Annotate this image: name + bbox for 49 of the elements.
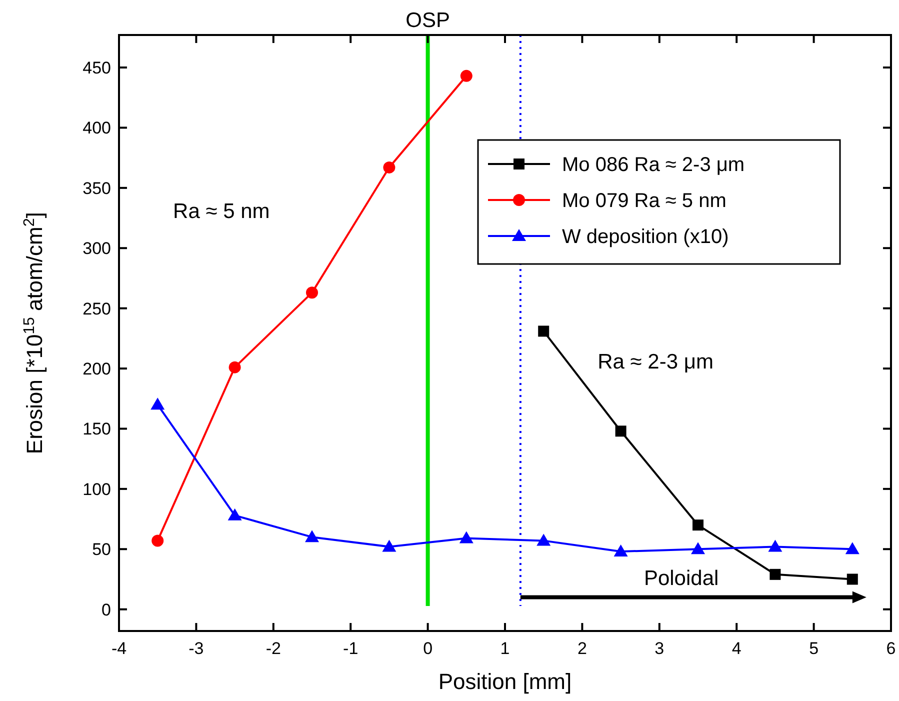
point [770, 568, 781, 580]
x-tick-label: 3 [654, 639, 664, 658]
point [460, 70, 472, 82]
legend-label: Mo 086 Ra ≈ 2-3 μm [562, 154, 745, 176]
point [383, 161, 396, 174]
x-axis-title: Position [mm] [438, 669, 572, 694]
point [845, 542, 860, 554]
legend-label: W deposition (x10) [562, 226, 729, 248]
y-tick-label: 400 [82, 118, 111, 138]
point [615, 426, 626, 437]
point [305, 530, 319, 542]
x-tick-label: 0 [423, 639, 433, 658]
y-tick-label: 50 [92, 540, 111, 560]
point [150, 398, 165, 410]
point [228, 361, 241, 374]
y-tick-label: 200 [82, 360, 111, 379]
point [152, 534, 164, 547]
annotation: Poloidal [644, 567, 719, 590]
point [614, 544, 628, 557]
y-tick-label: 100 [82, 480, 111, 499]
y-tick-label: 250 [82, 299, 111, 318]
y-tick-label: 350 [82, 178, 111, 198]
annotation: Ra ≈ 2-3 μm [598, 350, 714, 374]
point [691, 542, 705, 554]
x-tick-label: 1 [500, 639, 510, 658]
annotation: Ra ≈ 5 nm [173, 200, 270, 224]
point [846, 574, 858, 585]
x-tick-label: 2 [577, 639, 587, 658]
x-tick-label: 5 [809, 639, 819, 658]
y-tick-label: 450 [82, 58, 111, 78]
x-tick-label: -1 [343, 639, 358, 658]
x-tick-label: -4 [111, 639, 127, 658]
point [382, 540, 396, 552]
point [306, 286, 318, 299]
y-tick-label: 150 [82, 420, 111, 439]
point [692, 520, 704, 531]
ref-line-label: OSP [406, 9, 450, 32]
x-tick-label: 4 [732, 639, 742, 658]
point [768, 540, 782, 552]
y-tick-label: 0 [102, 600, 111, 620]
point [228, 508, 242, 520]
legend-label: Mo 079 Ra ≈ 5 nm [562, 190, 726, 212]
point [536, 534, 551, 546]
x-tick-label: -2 [266, 639, 281, 658]
x-tick-label: 6 [886, 639, 896, 658]
y-tick-label: 300 [82, 239, 111, 258]
point [459, 531, 474, 544]
point [538, 326, 550, 337]
x-tick-label: -3 [188, 639, 204, 658]
